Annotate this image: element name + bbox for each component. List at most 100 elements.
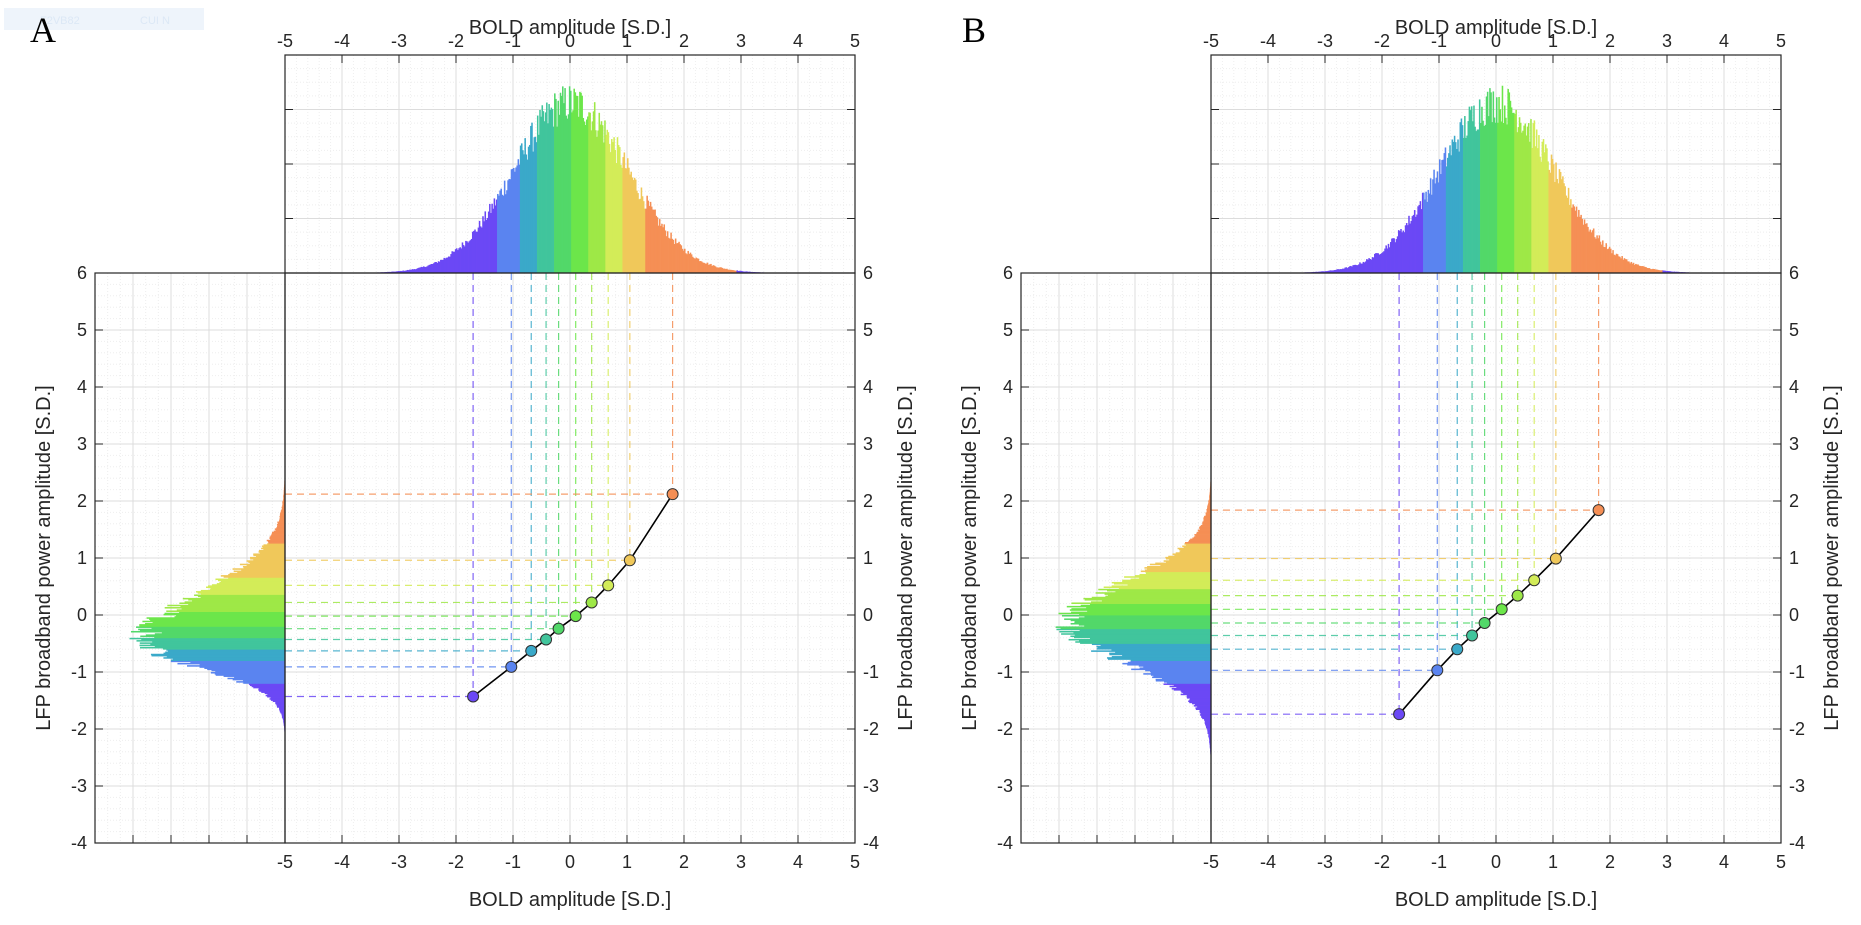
lfp-hist-bar — [1127, 664, 1211, 666]
bold-hist-bar — [656, 217, 659, 273]
bold-hist-bar — [1332, 270, 1335, 273]
x-tick-label-bottom: -2 — [1374, 852, 1390, 872]
lfp-hist-bar — [1203, 516, 1211, 519]
lfp-hist-bar — [281, 506, 285, 509]
bold-hist-bar — [536, 115, 539, 273]
lfp-hist-bar — [267, 543, 285, 545]
lfp-hist-bar — [1209, 496, 1211, 498]
bold-hist-bar — [1588, 231, 1590, 273]
lfp-hist-bar — [1146, 568, 1211, 570]
lfp-hist-bar — [1186, 695, 1211, 698]
bold-hist-bar — [456, 248, 458, 273]
lfp-hist-bar — [210, 587, 285, 590]
lfp-hist-bar — [1098, 588, 1211, 591]
lfp-hist-bar — [1075, 641, 1211, 643]
lfp-hist-bar — [1111, 581, 1211, 584]
lfp-hist-bar — [263, 548, 285, 551]
y-tick-label-right: -1 — [1789, 662, 1805, 682]
y-tick-label-left: 3 — [1003, 434, 1013, 454]
bold-hist-bar — [430, 263, 433, 273]
bold-hist-bar — [630, 171, 632, 273]
bold-hist-bar — [543, 121, 546, 273]
y-tick-label-left: 5 — [1003, 320, 1013, 340]
bold-hist-bar — [1353, 264, 1356, 273]
lfp-hist-bar — [1204, 718, 1211, 721]
bold-hist-bar — [491, 203, 493, 273]
lfp-hist-bar — [283, 489, 285, 492]
lfp-hist-bar — [275, 529, 285, 532]
bold-hist-bar — [477, 227, 480, 273]
bold-hist-bar — [673, 244, 676, 273]
bold-hist-bar — [681, 248, 684, 273]
lfp-hist-bar — [282, 717, 285, 720]
bold-hist-bar — [525, 154, 528, 273]
lfp-hist-bar — [1161, 677, 1211, 680]
lfp-hist-bar — [166, 656, 285, 658]
lfp-hist-bar — [1209, 498, 1211, 501]
lfp-hist-bar — [211, 584, 285, 586]
lfp-hist-bar — [275, 702, 285, 705]
bold-hist-bar — [1566, 197, 1569, 273]
bold-hist-bar — [619, 147, 621, 273]
bold-hist-bar — [1462, 137, 1465, 273]
lfp-hist-bar — [1061, 615, 1211, 617]
lfp-hist-bar — [1061, 633, 1211, 635]
lfp-hist-bar — [1208, 502, 1211, 504]
bold-hist-bar — [505, 194, 507, 273]
lfp-hist-bar — [1163, 683, 1211, 685]
lfp-hist-bar — [279, 513, 285, 516]
bold-hist-bar — [595, 130, 597, 273]
lfp-hist-bar — [172, 658, 285, 660]
lfp-hist-bar — [163, 657, 285, 659]
y-tick-label-right: 2 — [1789, 491, 1799, 511]
lfp-hist-bar — [276, 703, 285, 706]
lfp-hist-bar — [1070, 622, 1211, 625]
lfp-hist-bar — [1199, 714, 1211, 716]
y-tick-label-right: 6 — [1789, 263, 1799, 283]
bold-hist-bar — [1492, 91, 1495, 273]
lfp-hist-bar — [1196, 531, 1211, 534]
lfp-hist-bar — [179, 611, 285, 614]
x-tick-label-bottom: 4 — [793, 852, 803, 872]
bold-hist-bar — [1497, 122, 1499, 273]
bold-hist-bar — [677, 243, 679, 273]
bold-hist-bar — [604, 120, 606, 273]
bold-hist-bar — [475, 231, 477, 273]
bold-hist-bar — [1408, 215, 1410, 273]
lfp-hist-bar — [1206, 726, 1211, 729]
bold-hist-bar — [748, 271, 751, 273]
x-tick-label-top: 4 — [793, 31, 803, 51]
bold-hist-bar — [577, 116, 580, 274]
x-axis-label-bottom: BOLD amplitude [S.D.] — [1395, 889, 1597, 911]
lfp-hist-bar — [1189, 699, 1211, 701]
bold-hist-bar — [1662, 270, 1664, 273]
bold-hist-bar — [623, 152, 626, 273]
lfp-hist-bar — [280, 511, 285, 513]
bold-hist-bar — [660, 225, 662, 273]
lfp-hist-bar — [139, 642, 285, 644]
bold-hist-bar — [1371, 257, 1374, 273]
lfp-hist-bar — [1194, 534, 1211, 536]
curve-point — [525, 644, 538, 657]
lfp-hist-bar — [1173, 684, 1211, 687]
bold-hist-bar — [668, 237, 670, 273]
bold-hist-bar — [435, 262, 438, 273]
bold-hist-bar — [1551, 158, 1554, 273]
lfp-hist-bar — [1068, 638, 1211, 641]
bold-hist-bar — [551, 109, 554, 274]
bold-hist-bar — [511, 168, 514, 273]
bold-hist-bar — [1605, 243, 1607, 273]
lfp-hist-bar — [1130, 578, 1211, 581]
lfp-hist-bar — [1205, 724, 1211, 726]
lfp-hist-bar — [274, 528, 285, 530]
bold-hist-bar — [1347, 267, 1350, 273]
bold-hist-bar — [506, 190, 508, 273]
lfp-hist-bar — [1208, 733, 1211, 736]
lfp-hist-bar — [1152, 676, 1211, 679]
bold-hist-bar — [1533, 120, 1536, 273]
bold-hist-bar — [450, 254, 452, 273]
bold-hist-bar — [539, 110, 541, 274]
lfp-hist-bar — [279, 709, 285, 712]
